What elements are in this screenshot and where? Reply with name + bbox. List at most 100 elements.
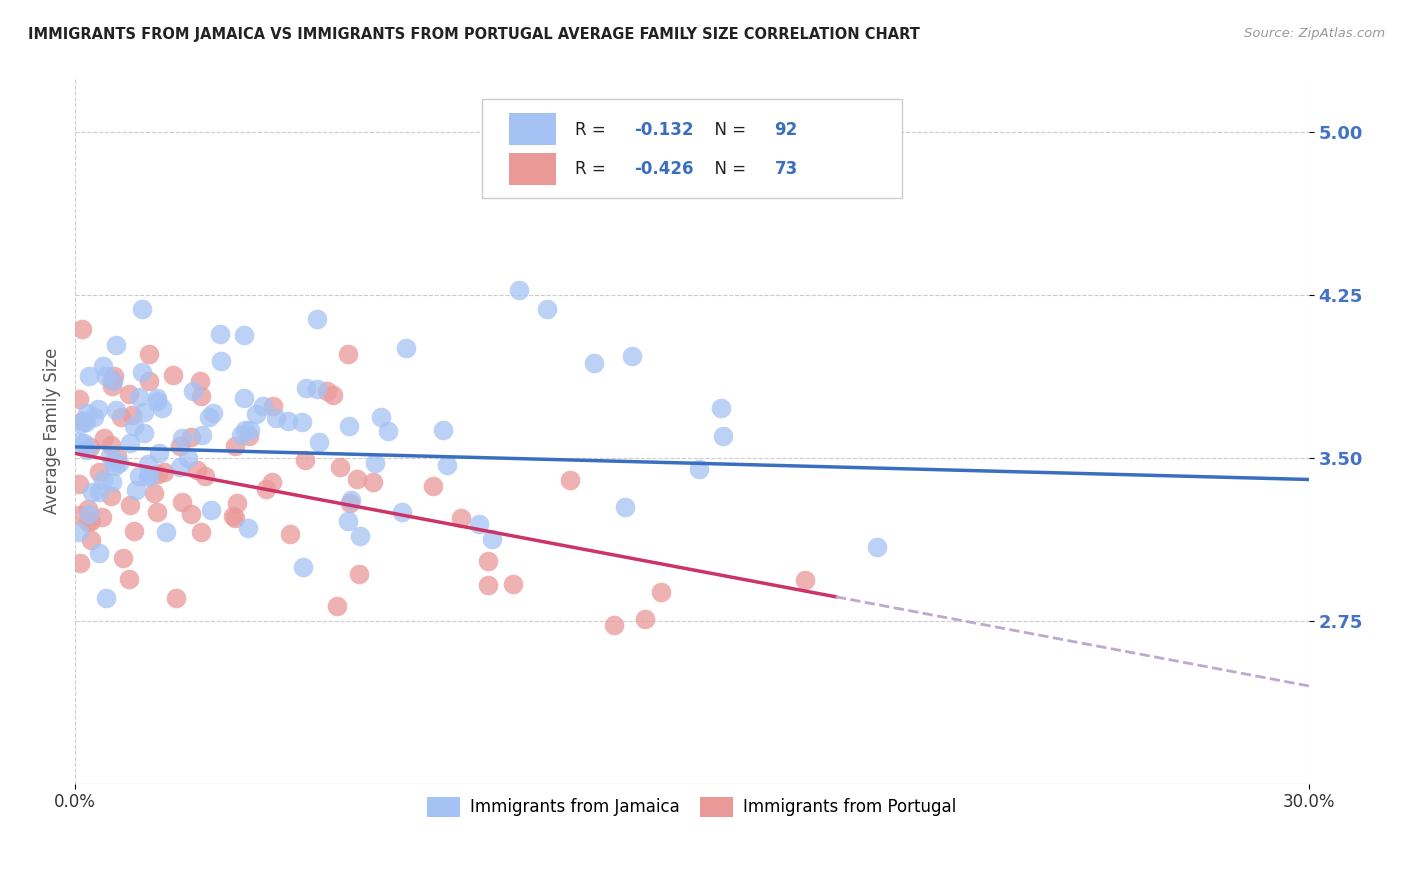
Point xyxy=(305,312,328,326)
Point xyxy=(89,466,111,480)
Text: -0.426: -0.426 xyxy=(634,161,693,178)
Point xyxy=(128,469,150,483)
Point xyxy=(67,508,90,522)
Point xyxy=(254,482,277,496)
Point xyxy=(80,533,103,547)
Point xyxy=(229,428,252,442)
Point xyxy=(145,393,167,408)
Point xyxy=(322,388,344,402)
Point xyxy=(148,446,170,460)
Point xyxy=(103,368,125,383)
Point xyxy=(136,470,159,484)
Point xyxy=(120,498,142,512)
Point xyxy=(377,424,399,438)
Point xyxy=(111,550,134,565)
Text: Source: ZipAtlas.com: Source: ZipAtlas.com xyxy=(1244,27,1385,40)
Point xyxy=(100,438,122,452)
Point xyxy=(260,475,283,489)
Point xyxy=(583,355,606,369)
Point xyxy=(128,391,150,405)
Point xyxy=(339,496,361,510)
Point xyxy=(508,283,530,297)
Point xyxy=(105,338,128,352)
Point xyxy=(224,439,246,453)
Point xyxy=(614,500,637,514)
Point xyxy=(208,327,231,342)
Point xyxy=(67,434,90,449)
Point xyxy=(190,428,212,442)
Point xyxy=(79,441,101,455)
Point xyxy=(793,573,815,587)
Point xyxy=(502,577,524,591)
Point xyxy=(180,430,202,444)
Point xyxy=(131,301,153,316)
Point xyxy=(422,479,444,493)
Point xyxy=(101,374,124,388)
Point xyxy=(349,529,371,543)
Point xyxy=(305,382,328,396)
Point xyxy=(146,391,169,405)
Point xyxy=(155,525,177,540)
Point xyxy=(138,374,160,388)
Point xyxy=(96,368,118,383)
Point xyxy=(77,516,100,530)
Point xyxy=(75,416,97,430)
Point xyxy=(98,450,121,464)
Point xyxy=(190,525,212,540)
Point xyxy=(432,423,454,437)
Point xyxy=(91,473,114,487)
Point xyxy=(200,502,222,516)
Point xyxy=(364,456,387,470)
Point xyxy=(122,419,145,434)
Point xyxy=(224,511,246,525)
Point xyxy=(295,381,318,395)
Point xyxy=(125,483,148,497)
Point xyxy=(239,423,262,437)
Point xyxy=(233,327,256,342)
Point xyxy=(67,392,90,406)
Point xyxy=(72,415,94,429)
Point xyxy=(194,469,217,483)
Point xyxy=(181,384,204,398)
Point xyxy=(150,401,173,416)
Text: -0.132: -0.132 xyxy=(634,120,693,138)
Text: N =: N = xyxy=(704,161,752,178)
Point xyxy=(294,453,316,467)
Point xyxy=(73,436,96,450)
Point xyxy=(142,486,165,500)
Point xyxy=(180,507,202,521)
Point xyxy=(136,457,159,471)
Point xyxy=(201,406,224,420)
Point xyxy=(108,456,131,470)
Point xyxy=(87,484,110,499)
Point xyxy=(104,459,127,474)
Point xyxy=(96,591,118,606)
Point xyxy=(688,462,710,476)
Point xyxy=(190,389,212,403)
Point xyxy=(79,514,101,528)
Point xyxy=(67,524,90,539)
Point xyxy=(122,524,145,538)
Point xyxy=(197,410,219,425)
Point xyxy=(134,426,156,441)
Point xyxy=(132,405,155,419)
FancyBboxPatch shape xyxy=(482,99,901,197)
Point xyxy=(101,455,124,469)
Point xyxy=(291,415,314,429)
Point xyxy=(361,475,384,490)
Point xyxy=(138,468,160,483)
Text: N =: N = xyxy=(704,120,752,138)
Point xyxy=(346,472,368,486)
Point xyxy=(101,475,124,489)
Point xyxy=(146,505,169,519)
Point xyxy=(76,502,98,516)
Point xyxy=(436,458,458,473)
Point xyxy=(278,526,301,541)
FancyBboxPatch shape xyxy=(509,153,557,185)
Point xyxy=(76,443,98,458)
Point xyxy=(337,419,360,434)
Point xyxy=(450,511,472,525)
Point xyxy=(394,342,416,356)
Point xyxy=(67,477,90,491)
Point xyxy=(264,411,287,425)
